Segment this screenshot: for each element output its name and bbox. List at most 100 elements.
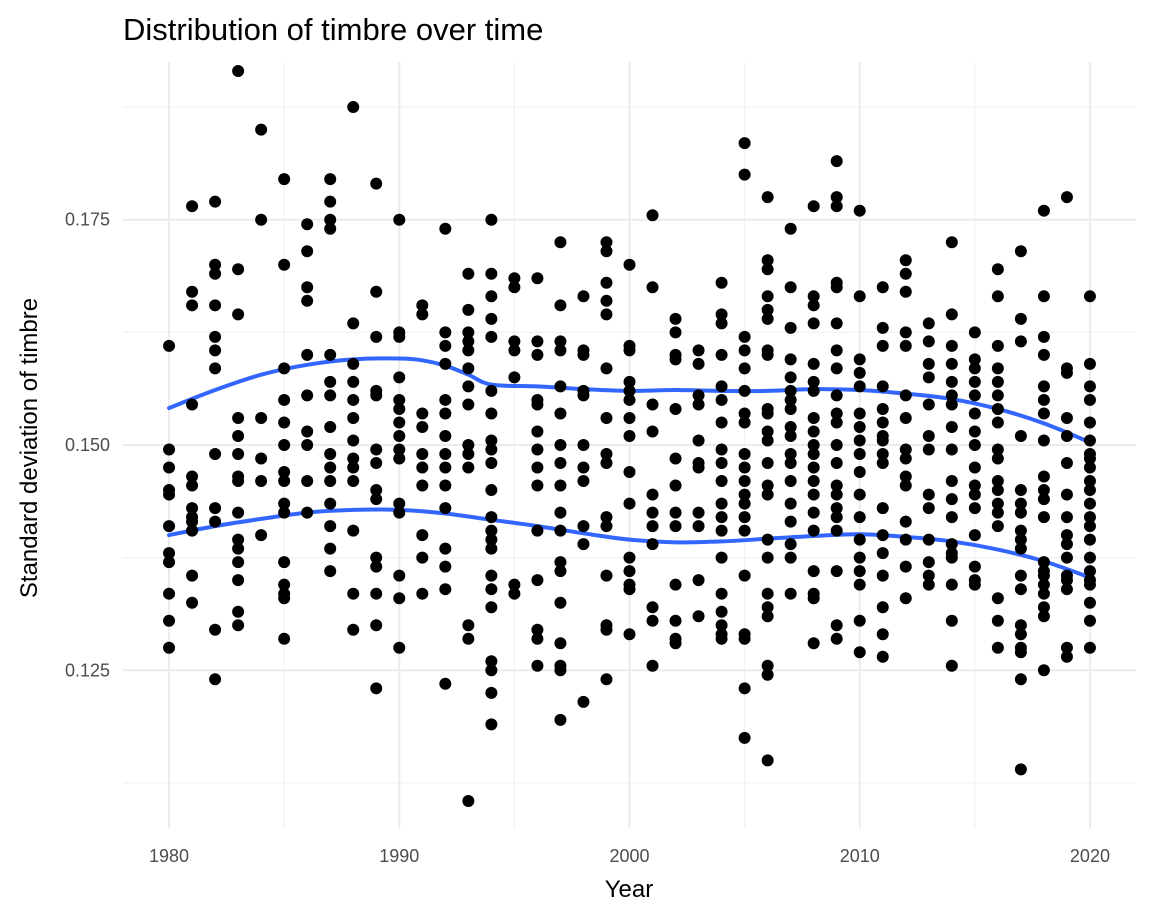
data-point	[278, 578, 291, 591]
data-point	[669, 402, 682, 415]
data-point	[784, 587, 797, 600]
data-point	[945, 389, 958, 402]
data-point	[899, 254, 912, 267]
data-point	[807, 637, 820, 650]
data-point	[1060, 429, 1073, 442]
data-point	[853, 551, 866, 564]
data-point	[968, 375, 981, 388]
data-point	[1083, 641, 1096, 654]
data-point	[232, 619, 245, 632]
data-point	[485, 533, 498, 546]
data-point	[485, 290, 498, 303]
data-point	[738, 511, 751, 524]
data-point	[209, 623, 222, 636]
data-point	[370, 177, 383, 190]
data-point	[1060, 191, 1073, 204]
data-point	[830, 502, 843, 515]
data-point	[853, 578, 866, 591]
data-point	[186, 524, 199, 537]
data-point	[209, 448, 222, 461]
data-point	[784, 457, 797, 470]
data-point	[784, 321, 797, 334]
data-point	[554, 236, 567, 249]
data-point	[715, 393, 728, 406]
data-point	[209, 362, 222, 375]
data-point	[577, 461, 590, 474]
data-point	[324, 375, 337, 388]
data-point	[278, 173, 291, 186]
data-point	[1037, 578, 1050, 591]
data-point	[1083, 290, 1096, 303]
data-point	[899, 326, 912, 339]
data-point	[232, 556, 245, 569]
x-tick-label: 1990	[379, 846, 419, 866]
data-point	[715, 276, 728, 289]
data-point	[761, 434, 774, 447]
data-point	[255, 411, 268, 424]
data-point	[416, 407, 429, 420]
data-point	[623, 384, 636, 397]
data-point	[853, 614, 866, 627]
data-point	[531, 348, 544, 361]
data-point	[1037, 610, 1050, 623]
data-point	[577, 520, 590, 533]
data-point	[324, 222, 337, 235]
data-point	[853, 466, 866, 479]
data-point	[577, 290, 590, 303]
data-point	[255, 213, 268, 226]
data-point	[370, 493, 383, 506]
data-point	[738, 362, 751, 375]
data-point	[623, 393, 636, 406]
data-point	[761, 668, 774, 681]
data-point	[301, 506, 314, 519]
data-point	[370, 457, 383, 470]
data-point	[370, 551, 383, 564]
data-point	[830, 407, 843, 420]
data-point	[738, 731, 751, 744]
data-point	[692, 506, 705, 519]
data-point	[439, 479, 452, 492]
data-point	[163, 339, 176, 352]
data-point	[393, 569, 406, 582]
data-point	[462, 344, 475, 357]
data-point	[163, 641, 176, 654]
data-point	[600, 448, 613, 461]
data-point	[830, 479, 843, 492]
data-point	[347, 393, 360, 406]
data-point	[531, 335, 544, 348]
data-point	[370, 619, 383, 632]
data-point	[1083, 511, 1096, 524]
data-point	[163, 547, 176, 560]
data-point	[968, 502, 981, 515]
data-point	[347, 101, 360, 114]
data-point	[393, 497, 406, 510]
data-point	[1014, 619, 1027, 632]
data-point	[1014, 569, 1027, 582]
data-point	[439, 448, 452, 461]
data-point	[485, 312, 498, 325]
data-point	[255, 452, 268, 465]
data-point	[784, 538, 797, 551]
data-point	[508, 371, 521, 384]
data-point	[922, 578, 935, 591]
data-point	[1014, 506, 1027, 519]
data-point	[807, 299, 820, 312]
data-point	[278, 497, 291, 510]
data-point	[1083, 551, 1096, 564]
data-point	[370, 484, 383, 497]
x-tick-labels: 1980 1990 2000 2010 2020	[149, 846, 1110, 866]
data-point	[1083, 614, 1096, 627]
data-point	[968, 353, 981, 366]
data-point	[876, 416, 889, 429]
data-point	[761, 533, 774, 546]
data-point	[738, 524, 751, 537]
data-point	[715, 317, 728, 330]
data-point	[784, 475, 797, 488]
data-point	[416, 587, 429, 600]
data-point	[807, 290, 820, 303]
data-point	[393, 443, 406, 456]
data-point	[669, 479, 682, 492]
data-point	[715, 380, 728, 393]
data-point	[163, 520, 176, 533]
data-point	[876, 380, 889, 393]
